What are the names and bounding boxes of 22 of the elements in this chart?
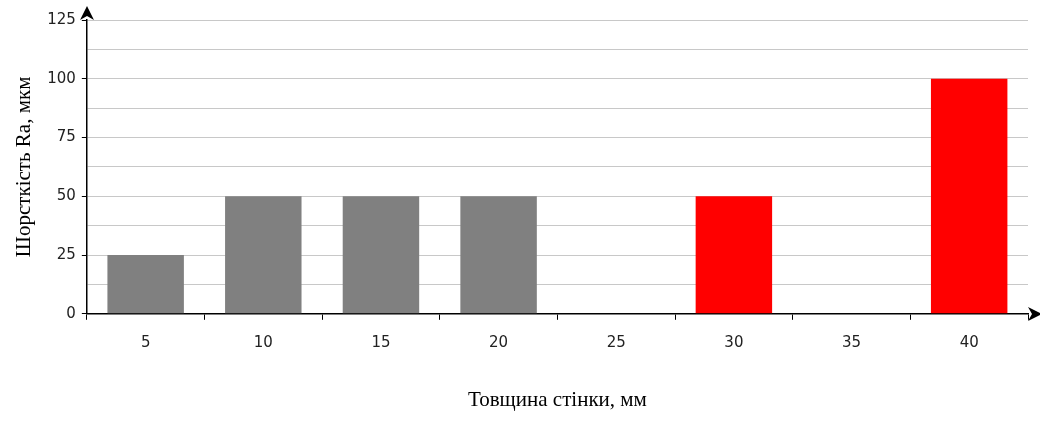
bar — [225, 196, 302, 314]
bar — [930, 78, 1008, 314]
y-axis-title: Шорсткість Ra, мкм — [11, 76, 36, 258]
x-tick-label: 5 — [140, 332, 151, 351]
x-axis-title: Товщина стінки, мм — [467, 386, 647, 411]
x-tick-label: 35 — [841, 332, 862, 351]
bar — [460, 196, 537, 314]
x-tick-label: 40 — [959, 332, 979, 351]
bar — [107, 255, 184, 314]
bar — [342, 196, 420, 314]
y-tick-label: 25 — [56, 244, 76, 263]
bar — [695, 196, 773, 314]
y-tick-label: 100 — [47, 68, 76, 87]
y-tick-label: 50 — [56, 186, 76, 205]
y-tick-label: 125 — [47, 9, 76, 28]
x-tick-label: 20 — [489, 332, 509, 351]
x-tick-label: 15 — [371, 332, 391, 351]
y-tick-label: 75 — [56, 127, 76, 146]
x-tick-label: 30 — [724, 332, 744, 351]
x-tick-label: 25 — [606, 332, 626, 351]
x-tick-label: 10 — [253, 332, 273, 351]
y-tick-label: 0 — [66, 303, 76, 322]
